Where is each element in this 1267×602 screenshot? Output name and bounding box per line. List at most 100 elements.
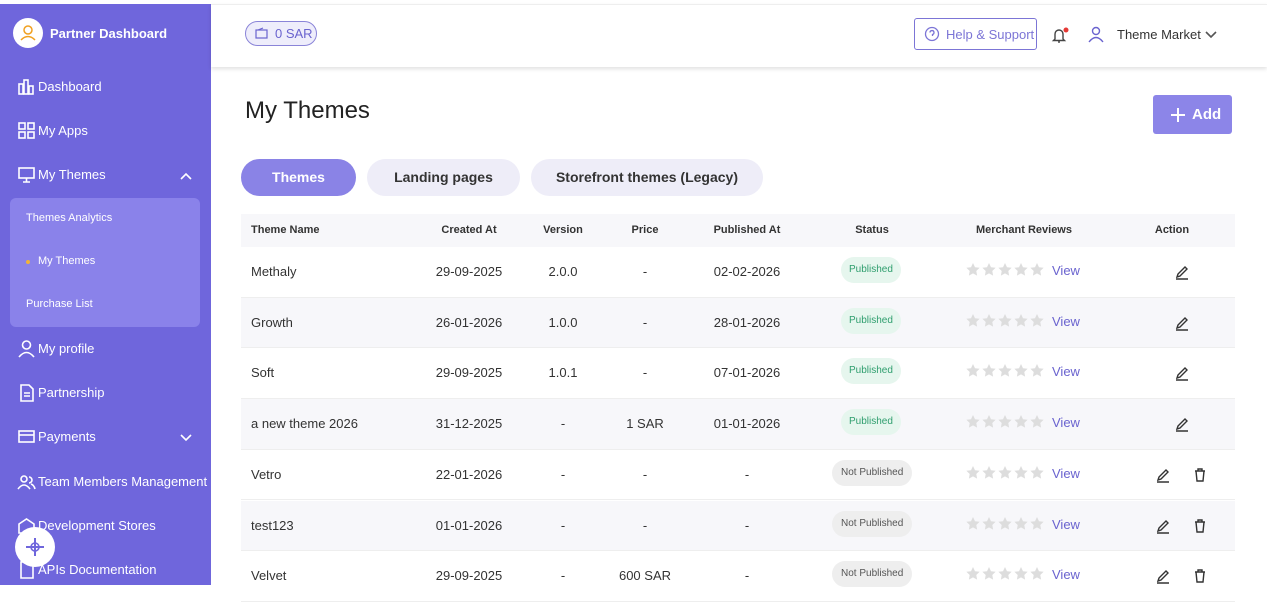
review-link[interactable]: View: [1052, 263, 1080, 278]
delete-icon[interactable]: [1192, 467, 1208, 483]
column-header: Merchant Reviews: [976, 224, 1072, 236]
icon-part: [966, 516, 980, 530]
nav-item[interactable]: My profile: [38, 341, 95, 356]
icon-part: [1014, 465, 1028, 479]
cell: test123: [251, 517, 294, 533]
icon-part: [966, 465, 1044, 479]
icon-part: [966, 567, 1044, 580]
nav-item[interactable]: My Apps: [38, 123, 88, 138]
submenu-item[interactable]: My Themes: [38, 255, 96, 267]
cell: 1.0.1: [548, 365, 578, 381]
icon-part: [1175, 266, 1188, 280]
nav-icon[interactable]: [17, 339, 37, 359]
nav-item[interactable]: Partnership: [38, 385, 105, 400]
edit-icon[interactable]: [1174, 264, 1190, 280]
tab[interactable]: Landing pages: [367, 159, 520, 196]
icon-part: [1205, 31, 1217, 39]
icon-part: [24, 392, 30, 397]
help-label[interactable]: Help & Support: [946, 27, 1035, 42]
icon-part: [1156, 519, 1169, 534]
status-badge: Not Published: [832, 459, 913, 486]
user-chevron[interactable]: [1204, 28, 1218, 40]
chevron-down[interactable]: [179, 431, 193, 443]
cell: -: [744, 517, 750, 533]
icon-part: [998, 567, 1012, 580]
icon-part: [17, 476, 36, 490]
icon-part: [18, 351, 35, 358]
help-button[interactable]: [914, 18, 1037, 50]
plus-icon: [1170, 107, 1186, 123]
nav-item[interactable]: My Themes: [38, 167, 106, 182]
status-badge: Not Published: [832, 561, 913, 588]
delete-icon[interactable]: [1192, 568, 1208, 584]
user-icon[interactable]: [1087, 25, 1105, 43]
icon-part: [1014, 516, 1028, 530]
nav-icon[interactable]: [17, 427, 37, 447]
submenu-item[interactable]: Purchase List: [26, 298, 93, 310]
nav-icon[interactable]: [17, 121, 37, 141]
review-link[interactable]: View: [1052, 465, 1080, 481]
nav-item[interactable]: Team Members Management: [38, 474, 208, 489]
review-link[interactable]: View: [1052, 364, 1080, 380]
nav-item[interactable]: Dashboard: [38, 79, 102, 94]
review-link[interactable]: View: [1052, 567, 1080, 583]
add-label[interactable]: Add: [1192, 106, 1222, 123]
submenu-item[interactable]: Themes Analytics: [26, 212, 113, 224]
icon-part: [1175, 418, 1188, 432]
edit-icon[interactable]: [1155, 568, 1171, 584]
icon-part: [255, 27, 268, 39]
nav-item[interactable]: Payments: [38, 429, 96, 444]
icon-part: [20, 384, 34, 402]
icon-part: [966, 364, 1044, 377]
nav-item[interactable]: APIs Documentation: [38, 562, 157, 577]
user-name[interactable]: Theme Market: [1117, 27, 1201, 42]
icon-part: [26, 538, 44, 556]
icon-part: [982, 263, 996, 276]
edit-icon[interactable]: [1174, 315, 1190, 331]
edit-icon[interactable]: [1155, 467, 1171, 483]
brand-avatar: [13, 18, 43, 48]
add-button[interactable]: [1153, 95, 1232, 134]
icon-part: [998, 415, 1012, 428]
status-badge: Published: [841, 307, 901, 334]
tab[interactable]: Storefront themes (Legacy): [531, 159, 763, 196]
bell[interactable]: [1051, 26, 1069, 44]
cell: Vetro: [251, 466, 282, 482]
status-badge: Published: [841, 409, 901, 436]
nav-item[interactable]: Development Stores: [38, 518, 156, 533]
nav-icon[interactable]: [17, 165, 37, 185]
edit-icon[interactable]: [1174, 416, 1190, 432]
cell: 28-01-2026: [713, 314, 781, 330]
cell: -: [642, 517, 648, 533]
icon-part: [998, 364, 1012, 377]
nav-icon[interactable]: [17, 383, 37, 403]
icon-part: [23, 25, 33, 35]
icon-part: [20, 384, 34, 402]
review-link[interactable]: View: [1052, 313, 1080, 329]
icon-part: [1091, 26, 1101, 36]
column-header: Action: [1154, 224, 1190, 236]
nav-icon[interactable]: [17, 77, 37, 97]
icon-part: [1051, 29, 1067, 42]
nav-icon[interactable]: [17, 472, 37, 492]
balance-pill[interactable]: [245, 21, 317, 46]
floating-button[interactable]: [15, 527, 55, 567]
icon-part: [27, 122, 35, 130]
tab[interactable]: Themes: [241, 159, 356, 196]
icon-part: [17, 475, 36, 490]
icon-part: [1175, 316, 1188, 331]
icon-part: [18, 122, 35, 139]
chevron-up[interactable]: [179, 169, 193, 181]
icon-part: [1156, 468, 1169, 483]
edit-icon[interactable]: [1155, 518, 1171, 534]
icon-part: [27, 131, 35, 139]
icon-part: [966, 313, 980, 327]
icon-part: [1171, 108, 1185, 122]
icon-part: [1014, 313, 1028, 327]
review-link[interactable]: View: [1052, 415, 1080, 431]
review-link[interactable]: View: [1052, 516, 1080, 532]
cell: -: [560, 568, 566, 584]
delete-icon[interactable]: [1192, 518, 1208, 534]
edit-icon[interactable]: [1174, 365, 1190, 382]
cell: -: [560, 416, 566, 432]
